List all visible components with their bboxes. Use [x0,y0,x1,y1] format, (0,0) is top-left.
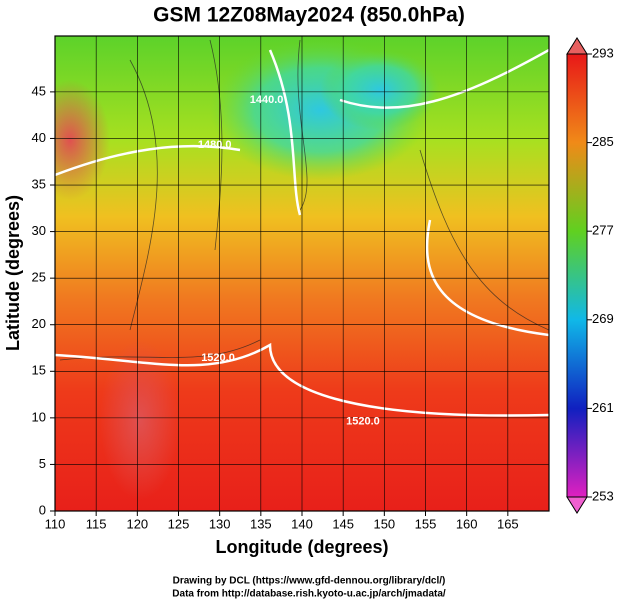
chart-title: GSM 12Z08May2024 (850.0hPa) [153,4,465,27]
x-tick-label: 150 [373,516,395,531]
colorbar-label: 261 [592,400,614,415]
colorbar-label: 277 [592,223,614,238]
x-tick-label: 110 [45,516,66,531]
y-tick-label: 0 [39,502,46,517]
x-tick-label: 160 [456,516,478,531]
y-tick-label: 15 [32,363,46,378]
y-tick-label: 45 [32,83,46,98]
x-axis-label: Longitude (degrees) [215,537,388,557]
credit: Data from http://database.rish.kyoto-u.a… [172,589,446,600]
y-tick-label: 25 [32,270,46,285]
colorbar-label: 293 [592,45,614,60]
y-tick-label: 20 [32,316,46,331]
colorbar-end [566,496,588,514]
y-tick-label: 10 [32,409,46,424]
x-tick-label: 120 [126,516,148,531]
x-tick-label: 130 [209,516,231,531]
x-tick-label: 125 [168,516,190,531]
colorbar-end [566,37,588,55]
y-tick-label: 35 [32,176,46,191]
colorbar [566,53,588,498]
contour-label: 1520.0 [201,352,235,364]
contour-label: 1480.0 [198,139,232,151]
y-axis-label: Latitude (degrees) [3,195,23,351]
colorbar-label: 253 [592,488,614,503]
contour-label: 1440.0 [250,94,284,106]
y-tick-label: 40 [32,130,46,145]
colorbar-label: 269 [592,311,614,326]
y-tick-label: 5 [39,456,46,471]
x-tick-label: 140 [291,516,313,531]
colorbar-label: 285 [592,134,614,149]
y-tick-label: 30 [32,223,46,238]
x-tick-label: 155 [415,516,437,531]
x-tick-label: 135 [250,516,272,531]
x-tick-label: 145 [332,516,354,531]
x-tick-label: 165 [497,516,519,531]
x-tick-label: 115 [86,516,107,531]
contour-label: 1520.0 [346,415,380,427]
credit: Drawing by DCL (https://www.gfd-dennou.o… [173,576,446,587]
field [55,36,549,511]
